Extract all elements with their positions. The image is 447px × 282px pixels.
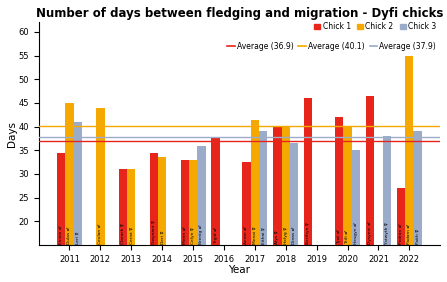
Title: Number of days between fledging and migration - Dyfi chicks: Number of days between fledging and migr… — [36, 7, 443, 20]
Bar — [383, 136, 391, 245]
Text: Clarach ♀: Clarach ♀ — [121, 223, 125, 244]
Bar — [413, 131, 422, 245]
Text: Aeron ♂: Aeron ♂ — [245, 226, 249, 244]
Bar — [405, 56, 413, 245]
Bar — [189, 160, 197, 245]
Bar — [211, 138, 220, 245]
Bar — [290, 143, 298, 245]
Bar — [119, 169, 127, 245]
Text: Alys ♀: Alys ♀ — [275, 230, 279, 244]
Y-axis label: Days: Days — [7, 121, 17, 147]
Bar — [352, 150, 360, 245]
Text: Pedran ♂: Pedran ♂ — [399, 224, 403, 244]
Bar — [259, 131, 267, 245]
Text: Ystwyth ♀: Ystwyth ♀ — [385, 222, 389, 244]
Bar — [366, 96, 374, 245]
Text: Eithai ♀: Eithai ♀ — [261, 227, 265, 244]
Bar — [74, 122, 82, 245]
Text: Deri ♀: Deri ♀ — [160, 230, 164, 244]
Text: Brenig ♂: Brenig ♂ — [199, 224, 203, 244]
Bar — [335, 117, 343, 245]
Bar — [57, 153, 65, 245]
Bar — [150, 153, 158, 245]
Text: Helyg ♀: Helyg ♀ — [284, 227, 288, 244]
Text: Dysynni ♂: Dysynni ♂ — [368, 221, 372, 244]
Bar — [197, 146, 206, 245]
Text: Berthyn ♀: Berthyn ♀ — [306, 222, 310, 244]
Text: Einion ♂: Einion ♂ — [59, 225, 63, 244]
Legend: Average (36.9), Average (40.1), Average (37.9): Average (36.9), Average (40.1), Average … — [227, 42, 436, 51]
Bar — [397, 188, 405, 245]
Bar — [127, 169, 135, 245]
Text: Celyn ♀: Celyn ♀ — [191, 227, 195, 244]
Text: Merin ♂: Merin ♂ — [183, 226, 187, 244]
Text: Dinas ♂: Dinas ♂ — [292, 227, 296, 244]
Bar — [242, 162, 251, 245]
Text: Tywi ♂: Tywi ♂ — [337, 229, 341, 244]
Text: Cerist ♀: Cerist ♀ — [129, 227, 133, 244]
Text: Teifi ♂: Teifi ♂ — [346, 230, 350, 244]
Text: Leri ♀: Leri ♀ — [76, 231, 80, 244]
Text: Ceulan ♂: Ceulan ♂ — [98, 224, 102, 244]
Text: Gwynant ♀: Gwynant ♀ — [152, 220, 156, 244]
Bar — [96, 108, 105, 245]
Bar — [282, 127, 290, 245]
Text: Hesgyn ♂: Hesgyn ♂ — [354, 222, 358, 244]
Bar — [181, 160, 189, 245]
Text: Padarn ♂: Padarn ♂ — [407, 224, 411, 244]
Bar — [343, 127, 352, 245]
Text: Tegid ♂: Tegid ♂ — [214, 227, 218, 244]
Text: Menai ♀: Menai ♀ — [253, 226, 257, 244]
Bar — [273, 127, 282, 245]
Bar — [304, 98, 312, 245]
Text: Paith ♀: Paith ♀ — [416, 229, 420, 244]
Bar — [251, 120, 259, 245]
Bar — [65, 103, 74, 245]
Bar — [158, 157, 166, 245]
Text: Dulas ♂: Dulas ♂ — [67, 227, 72, 244]
X-axis label: Year: Year — [228, 265, 250, 275]
